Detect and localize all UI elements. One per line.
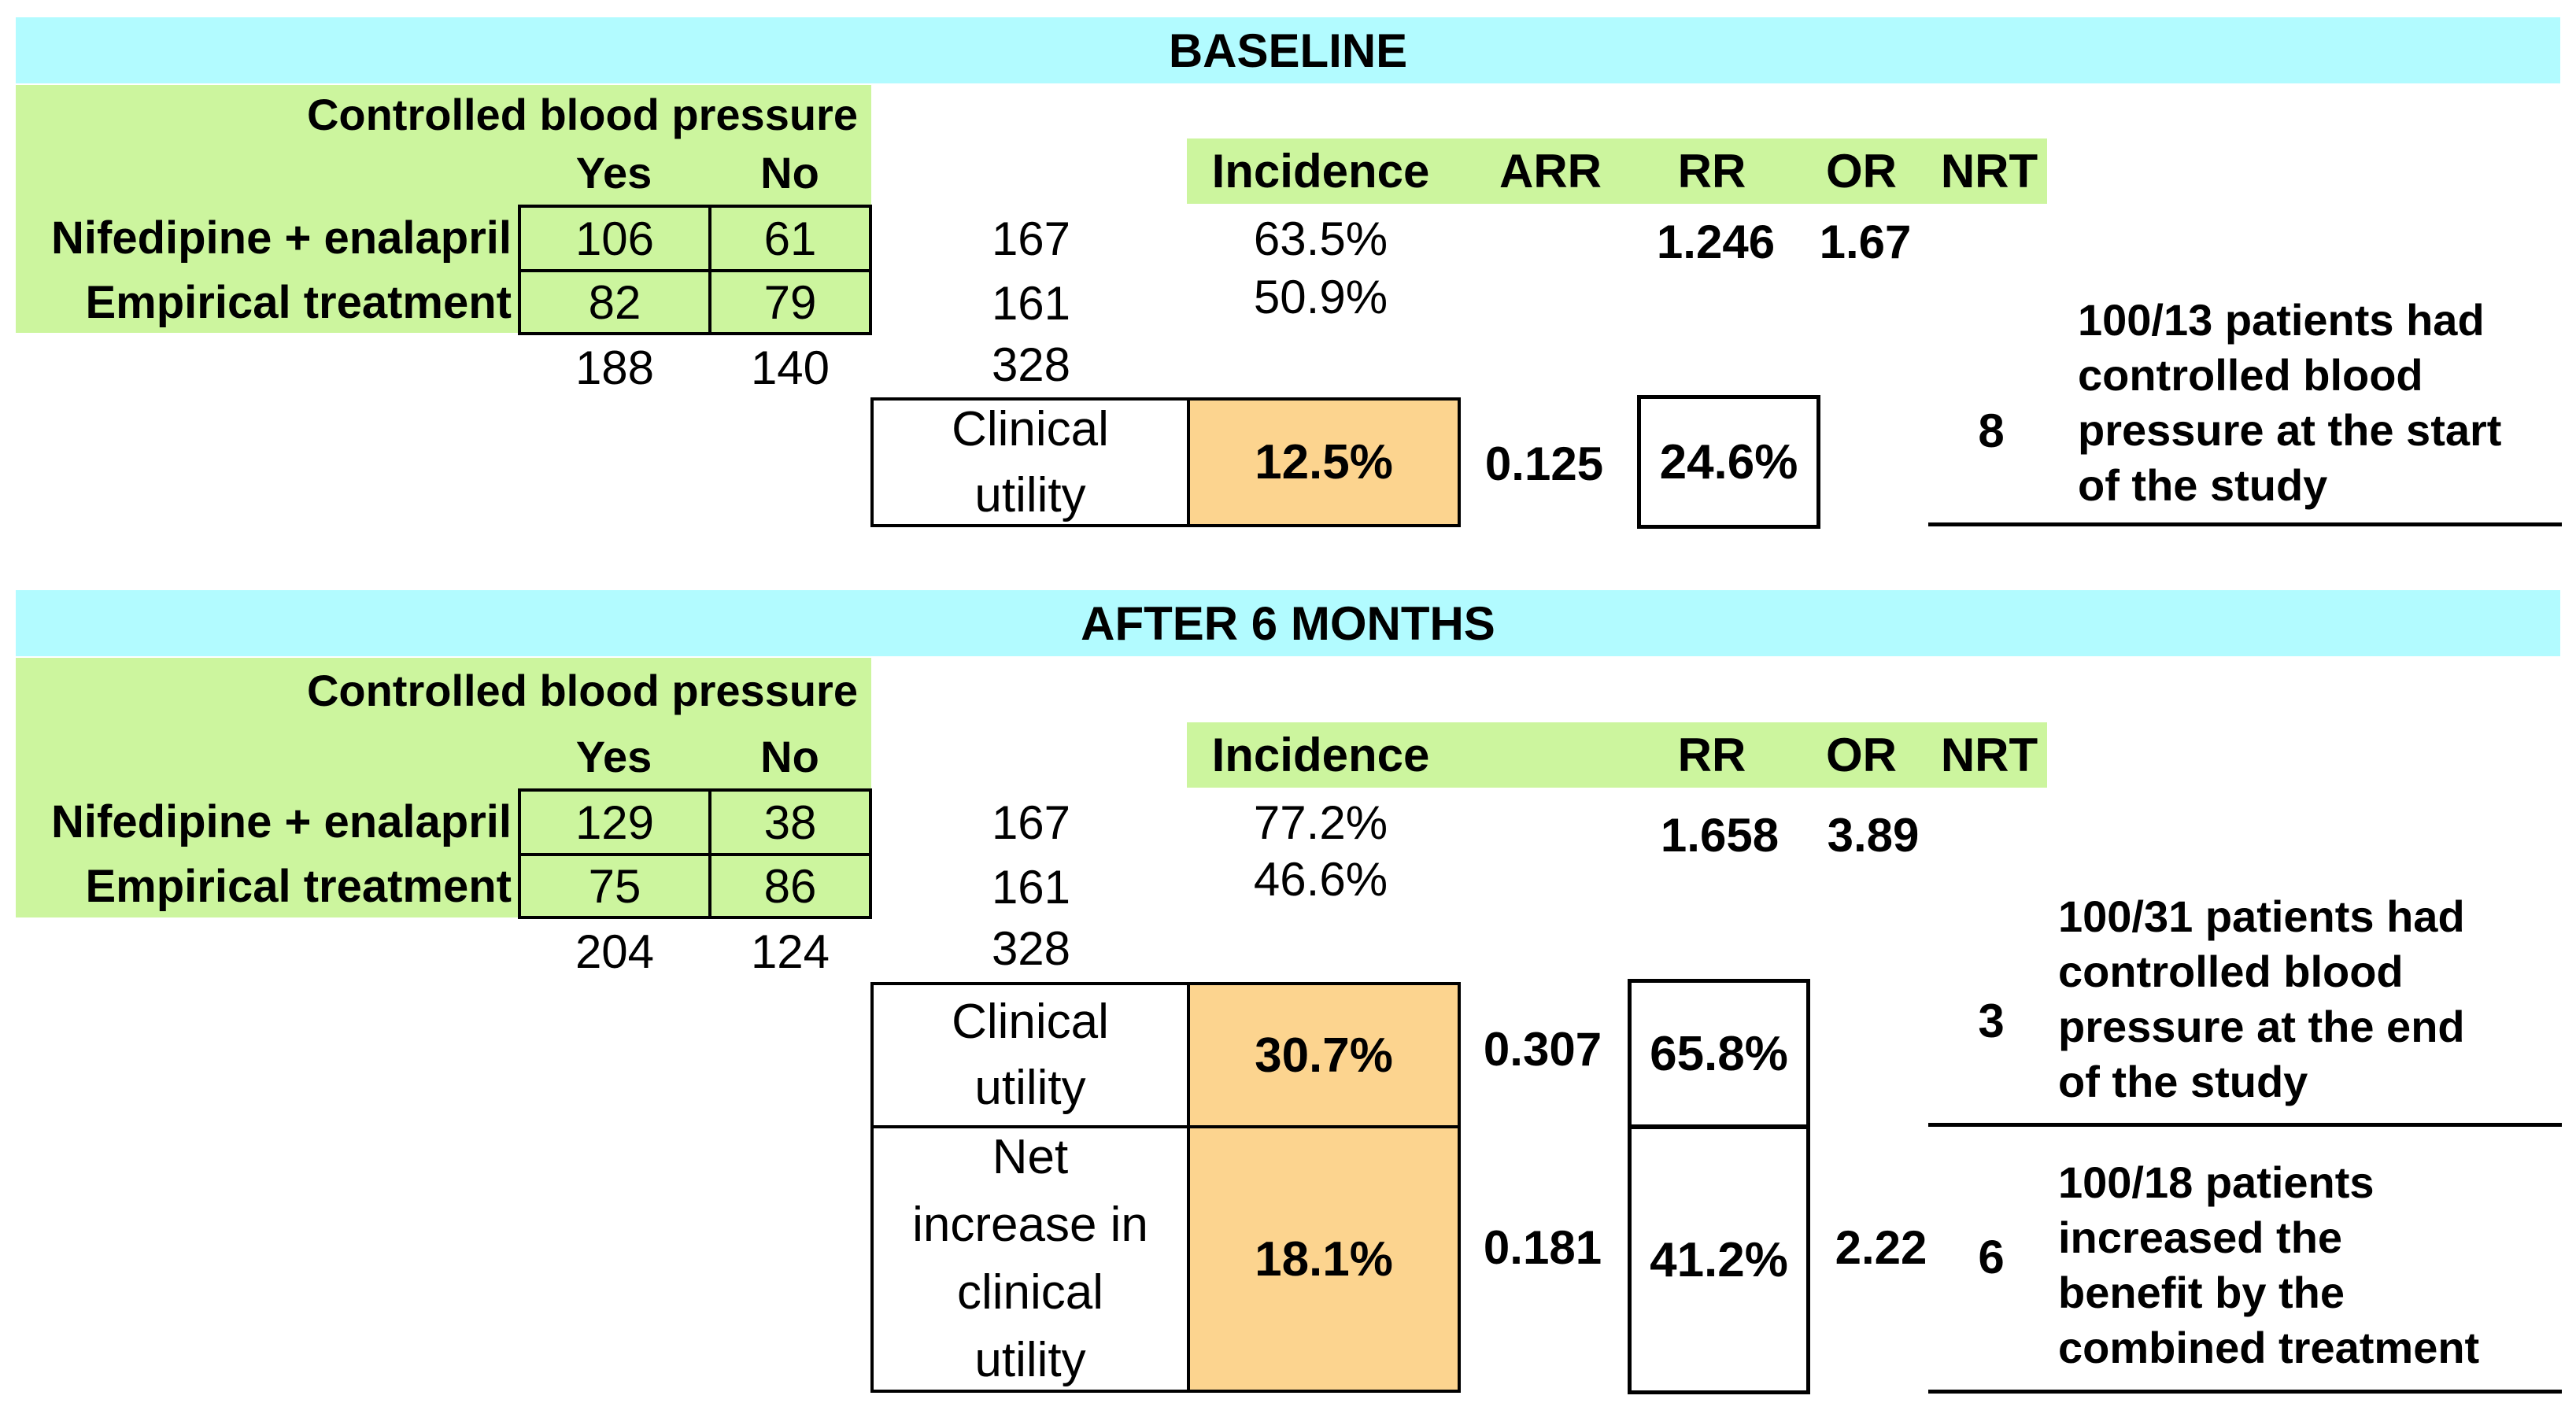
baseline-grand-total: 328 <box>991 338 1071 391</box>
net-note-underline <box>1928 1390 2562 1394</box>
baseline-header-arr: ARR <box>1499 145 1602 198</box>
after-header-rr: RR <box>1677 729 1746 781</box>
baseline-cell-yes-2: 82 <box>518 269 711 335</box>
baseline-note-underline <box>1928 522 2562 526</box>
net-note-line1: 100/18 patients <box>2058 1157 2375 1207</box>
net-increase-or: 2.22 <box>1835 1221 1927 1274</box>
baseline-header-rr: RR <box>1677 145 1746 198</box>
baseline-or-value: 1.67 <box>1819 216 1912 268</box>
baseline-col-yes: Yes <box>575 148 652 198</box>
after-row-label-1: Nifedipine + enalapril <box>51 796 512 847</box>
baseline-note: 100/13 patients had controlled blood pre… <box>2078 293 2501 513</box>
baseline-col-no: No <box>760 148 819 198</box>
baseline-title: BASELINE <box>1168 24 1408 77</box>
after-cell-yes-2: 75 <box>518 853 711 919</box>
net-increase-line2: increase in <box>912 1198 1148 1252</box>
after-note-line3: pressure at the end <box>2058 1002 2465 1051</box>
baseline-nrt-value: 8 <box>1978 404 2005 457</box>
after-clinical-utility-label: Clinical utility <box>870 982 1190 1128</box>
after-total-yes: 204 <box>575 925 655 978</box>
baseline-section-header: BASELINE <box>16 17 2560 83</box>
after-table-title: Controlled blood pressure <box>306 666 858 715</box>
after-rr-value: 1.658 <box>1660 809 1780 862</box>
after-section-header: AFTER 6 MONTHS <box>16 590 2560 656</box>
after-header-or: OR <box>1826 729 1897 781</box>
after-row-total-2: 161 <box>991 861 1071 914</box>
baseline-cell-yes-1: 106 <box>518 205 711 272</box>
net-increase-label: Net increase in clinical utility <box>870 1125 1190 1393</box>
baseline-rr-value: 1.246 <box>1656 216 1776 268</box>
baseline-header-or: OR <box>1826 145 1897 198</box>
net-increase-arr: 0.181 <box>1483 1221 1602 1274</box>
after-note: 100/31 patients had controlled blood pre… <box>2058 889 2465 1109</box>
baseline-table-background <box>16 85 871 333</box>
after-or-value: 3.89 <box>1827 809 1920 862</box>
after-incidence-1: 77.2% <box>1253 796 1388 849</box>
after-col-no: No <box>760 732 819 781</box>
after-note-underline <box>1928 1123 2562 1127</box>
baseline-header-incidence: Incidence <box>1211 145 1430 198</box>
after-table-background <box>16 658 871 917</box>
baseline-note-line4: of the study <box>2078 460 2328 510</box>
net-note: 100/18 patients increased the benefit by… <box>2058 1155 2479 1375</box>
after-stats-header-background <box>1187 722 2047 788</box>
net-increase-rrr: 41.2% <box>1628 1125 1810 1394</box>
net-increase-line1: Net <box>992 1130 1069 1184</box>
after-nrt-value: 3 <box>1978 995 2005 1047</box>
baseline-arr-value: 0.125 <box>1484 437 1604 490</box>
after-header-nrt: NRT <box>1940 729 2038 781</box>
after-rrr-value: 65.8% <box>1628 979 1810 1128</box>
baseline-cell-no-1: 61 <box>708 205 872 272</box>
net-nrt-value: 6 <box>1978 1231 2005 1283</box>
after-arr-value: 0.307 <box>1483 1023 1602 1076</box>
after-title: AFTER 6 MONTHS <box>1081 596 1495 650</box>
baseline-note-line1: 100/13 patients had <box>2078 295 2485 345</box>
baseline-note-line3: pressure at the start <box>2078 405 2502 455</box>
after-note-line4: of the study <box>2058 1057 2308 1106</box>
baseline-cell-no-2: 79 <box>708 269 872 335</box>
baseline-total-yes: 188 <box>575 342 655 394</box>
after-total-no: 124 <box>750 925 830 978</box>
baseline-row-total-1: 167 <box>991 212 1071 265</box>
baseline-clinical-utility-line1: Clinical <box>952 401 1109 456</box>
net-increase-pct: 18.1% <box>1187 1125 1461 1393</box>
baseline-total-no: 140 <box>750 342 830 394</box>
baseline-note-line2: controlled blood <box>2078 350 2423 400</box>
after-header-incidence: Incidence <box>1211 729 1430 781</box>
after-cell-no-2: 86 <box>708 853 872 919</box>
after-cell-no-1: 38 <box>708 788 872 856</box>
after-cell-yes-1: 129 <box>518 788 711 856</box>
net-increase-line3: clinical <box>956 1265 1104 1320</box>
after-row-total-1: 167 <box>991 796 1071 849</box>
baseline-stats-header-background <box>1187 138 2047 204</box>
baseline-incidence-1: 63.5% <box>1253 212 1388 265</box>
baseline-incidence-2: 50.9% <box>1253 271 1388 323</box>
net-note-line3: benefit by the <box>2058 1268 2345 1317</box>
baseline-table-title: Controlled blood pressure <box>306 90 858 139</box>
after-note-line1: 100/31 patients had <box>2058 892 2465 941</box>
baseline-row-label-1: Nifedipine + enalapril <box>51 212 512 264</box>
net-increase-line4: utility <box>974 1333 1086 1387</box>
baseline-clinical-utility-line2: utility <box>974 467 1086 522</box>
baseline-row-label-2: Empirical treatment <box>85 277 512 328</box>
baseline-clinical-utility-pct: 12.5% <box>1187 397 1461 527</box>
after-incidence-2: 46.6% <box>1253 853 1388 906</box>
after-row-label-2: Empirical treatment <box>85 861 512 912</box>
after-clinical-utility-line1: Clinical <box>952 995 1109 1050</box>
after-note-line2: controlled blood <box>2058 947 2404 996</box>
after-grand-total: 328 <box>991 922 1071 975</box>
after-clinical-utility-line2: utility <box>974 1061 1086 1115</box>
net-note-line4: combined treatment <box>2058 1323 2480 1372</box>
after-clinical-utility-pct: 30.7% <box>1187 982 1461 1128</box>
net-note-line2: increased the <box>2058 1213 2343 1262</box>
baseline-rrr-value: 24.6% <box>1637 395 1820 529</box>
after-col-yes: Yes <box>575 732 652 781</box>
baseline-row-total-2: 161 <box>991 277 1071 330</box>
baseline-clinical-utility-label: Clinical utility <box>870 397 1190 527</box>
baseline-header-nrt: NRT <box>1940 145 2038 198</box>
